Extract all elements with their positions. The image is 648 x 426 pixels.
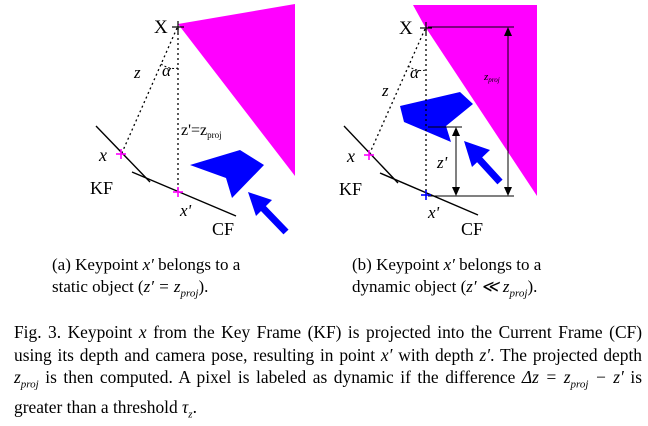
panel-a-caption-line1: (a) Keypoint x′ belongs to a [52,255,241,274]
figure-label: Fig. 3. [14,322,62,342]
panel-a-caption-line2: static object (z′ = zproj). [52,277,209,300]
panel-b-label-z: z [381,81,389,100]
panel-b-dynamic-object [400,92,473,142]
panel-a-label-x: x [98,145,107,165]
panel-a-label-z: z [133,63,141,82]
panel-b-static-object [413,5,537,196]
panel-b-zproj-dimension [428,26,514,197]
panel-b-label-alpha: α [410,63,420,82]
panel-a-blue-object [190,150,264,198]
panel-b-diagram: X α z zproj z' [339,5,537,239]
panel-a-currentframe-line [131,171,237,217]
panel-a-ray-keyframe [120,27,178,156]
panel-b-label-x: x [346,146,355,166]
panel-b-angle-arc [407,65,427,71]
panel-b-label-X: X [399,18,413,39]
panel-a-static-object [178,4,295,176]
panel-a-label-X: X [154,17,168,38]
panel-b-caption-line1: (b) Keypoint x′ belongs to a [352,255,542,274]
panel-b-point-X [420,22,432,34]
panel-b-label-zproj: zproj [483,71,500,84]
panel-b-label-CF: CF [461,219,483,239]
panel-a-keypoint-x [116,149,126,159]
panel-b-keypoint-x [364,150,374,160]
panel-a-diagram: X α z z'=zproj x x' KF CF [90,4,295,239]
panel-b-currentframe-line [379,172,479,216]
panel-a-label-alpha: α [162,61,172,80]
panel-a-keypoint-xprime [173,187,183,197]
panel-a-motion-arrow [248,192,289,235]
panel-a-caption: (a) Keypoint x′ belongs to a static obje… [52,254,240,304]
panel-a-label-zprime: z'=zproj [181,122,222,140]
panel-b-keypoint-xprime [421,190,431,200]
panel-b-label-xprime: x' [427,203,440,222]
panel-a-label-KF: KF [90,178,113,198]
panel-b-ray-keyframe [368,28,426,156]
panel-b-caption: (b) Keypoint x′ belongs to a dynamic obj… [352,254,541,304]
panel-a-angle-arc [160,63,179,69]
panel-a-point-X [172,21,184,33]
panel-b-zprime-dimension [428,126,462,196]
figure-caption: Fig. 3. Keypoint x from the Key Frame (K… [14,322,643,421]
panel-b-label-zprime: z' [436,153,448,172]
panel-b-caption-line2: dynamic object (z′ ≪ zproj). [352,277,538,300]
panel-a-label-xprime: x' [179,201,192,220]
panel-b-motion-arrow [464,141,503,185]
panel-b-label-KF: KF [339,179,362,199]
panel-a-label-CF: CF [212,219,234,239]
